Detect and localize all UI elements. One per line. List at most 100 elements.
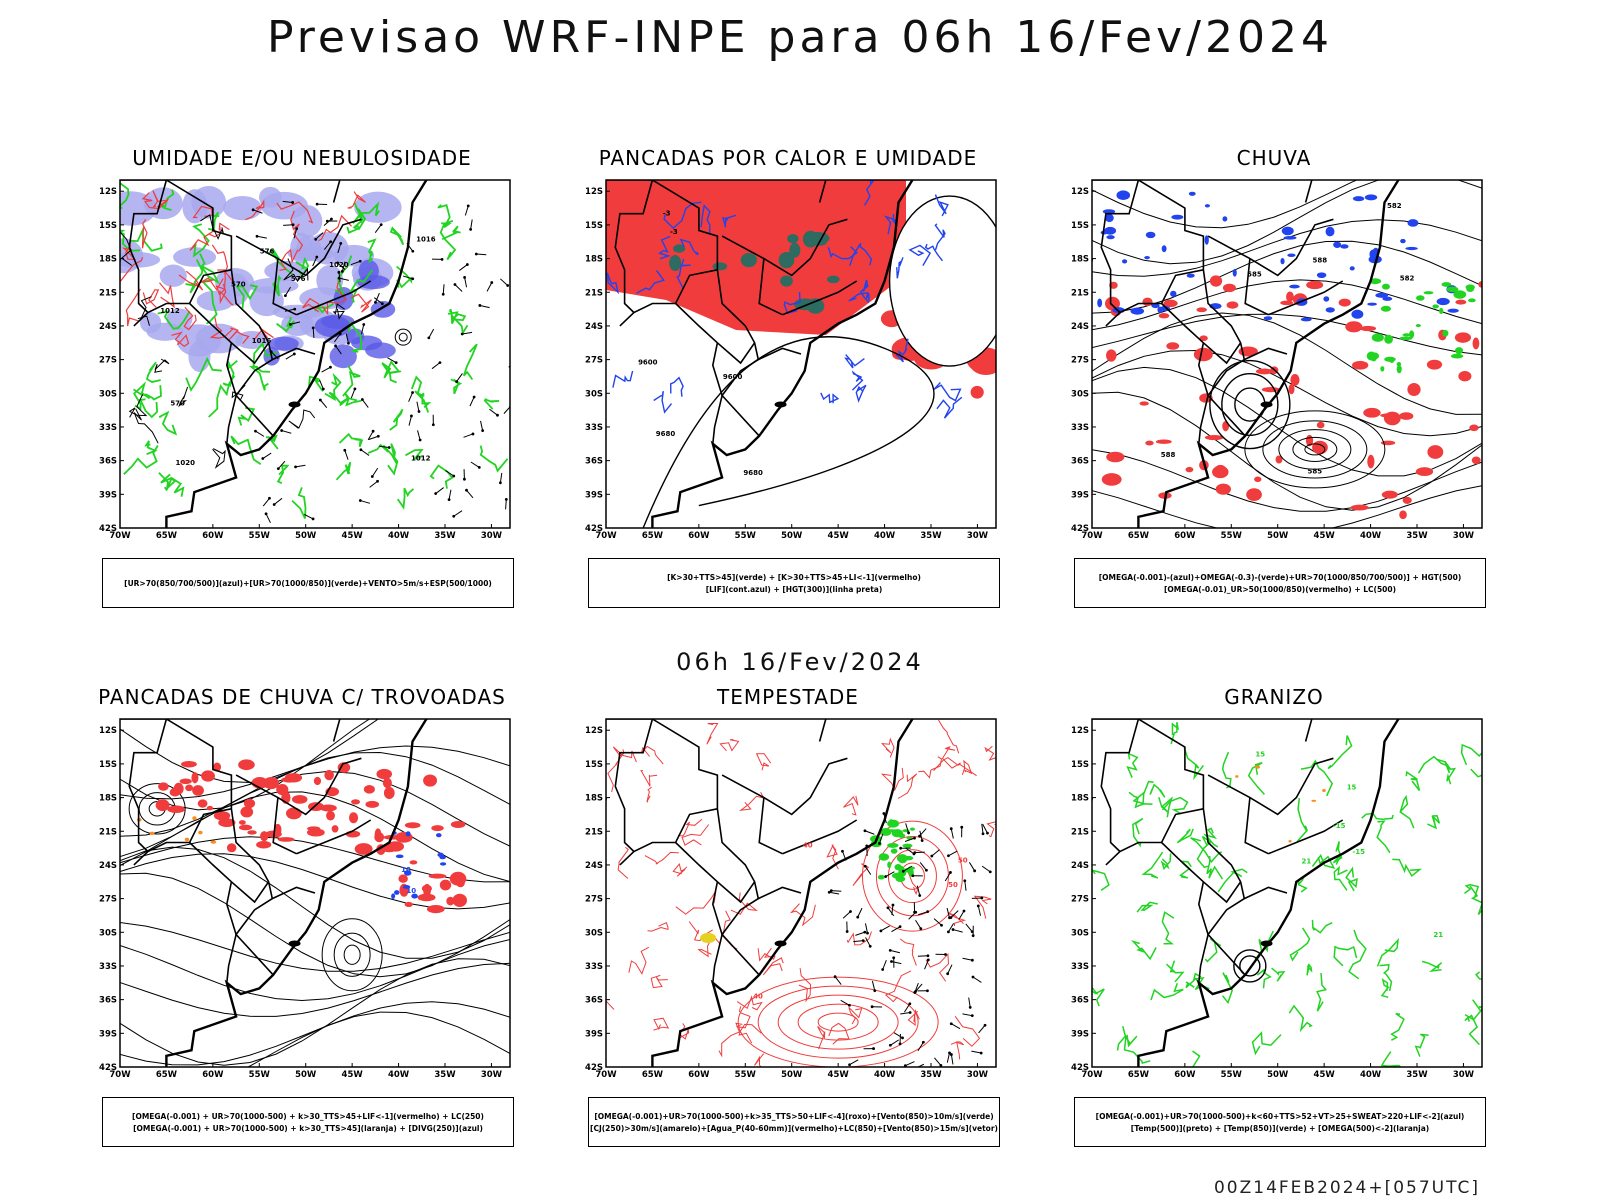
panel-title: UMIDADE E/OU NEBULOSIDADE xyxy=(132,146,472,170)
omega-blue-area xyxy=(1352,196,1365,202)
temp-850-contour xyxy=(1311,919,1333,934)
temp-850-contour xyxy=(1132,780,1154,805)
lat-tick-label: 33S xyxy=(1071,423,1089,433)
omega-blue-area xyxy=(1349,266,1355,271)
lat-tick-label: 27S xyxy=(99,356,117,366)
country-border xyxy=(1161,841,1242,904)
low-level-humidity-contour xyxy=(414,390,432,413)
country-border xyxy=(271,886,316,900)
k-index-orange-area xyxy=(192,816,197,821)
precipitable-water-contour xyxy=(846,931,872,946)
country-border xyxy=(1207,757,1334,816)
wind-850-vector xyxy=(919,830,923,841)
geopotential-low xyxy=(1262,420,1368,479)
wind-850-vector xyxy=(890,960,893,963)
rain-red-area xyxy=(1286,291,1294,302)
precipitable-water-contour xyxy=(678,1023,690,1040)
wind-850-vector xyxy=(972,976,982,983)
country-border xyxy=(721,757,848,816)
thunderstorm-area xyxy=(404,901,413,907)
wind-850-vector xyxy=(934,1057,942,1066)
wind-vector xyxy=(314,237,318,241)
omega-green-area xyxy=(1399,336,1413,341)
country-border xyxy=(1100,180,1140,314)
omega-blue-area xyxy=(1204,204,1210,208)
circulation-center xyxy=(333,932,371,977)
wind-850-green-area xyxy=(891,872,903,879)
rain-red-area xyxy=(1427,445,1444,459)
temp-850-contour xyxy=(1311,853,1336,869)
thunderstorm-area xyxy=(363,785,375,794)
thunderstorm-area xyxy=(158,782,169,791)
low-level-humidity-contour xyxy=(387,443,399,476)
lc-250-streamline xyxy=(120,939,510,1002)
omega-blue-area xyxy=(1316,272,1327,279)
wind-850-green-area xyxy=(877,874,885,880)
wind-vector xyxy=(387,446,391,449)
wind-vector xyxy=(463,276,466,279)
contour-label: 1012 xyxy=(160,307,180,315)
lon-tick-label: 55W xyxy=(735,1070,757,1080)
lat-tick-label: 36S xyxy=(99,457,117,467)
precipitable-water-contour xyxy=(640,770,658,787)
precipitable-water-contour xyxy=(719,739,740,752)
humidity-high-area xyxy=(159,264,187,287)
temp-850-contour xyxy=(1160,853,1172,871)
map-frame xyxy=(605,179,997,529)
contour-label: 588 xyxy=(1161,451,1176,459)
low-level-humidity-contour xyxy=(389,408,404,431)
coastline xyxy=(1137,180,1400,528)
country-border xyxy=(1243,347,1288,361)
thunderstorm-area xyxy=(240,806,254,818)
thunderstorm-area xyxy=(409,860,418,865)
wind-vector xyxy=(477,465,481,469)
lat-tick-label: 12S xyxy=(1071,726,1089,736)
contour-label: 10 xyxy=(406,887,416,895)
country-border xyxy=(1243,886,1288,900)
country-border xyxy=(271,347,316,361)
wind-850-vector xyxy=(947,923,955,933)
wind-850-vector xyxy=(829,891,840,895)
contour-label: -15 xyxy=(1352,848,1365,856)
lifted-index-contour xyxy=(606,272,620,295)
low-level-humidity-contour xyxy=(276,464,290,485)
k-index-orange-area xyxy=(198,830,203,835)
lat-tick-label: 27S xyxy=(1071,356,1089,366)
thickness-contour xyxy=(142,289,160,308)
low-level-humidity-contour xyxy=(338,432,364,448)
temp-850-contour xyxy=(1221,972,1234,1005)
contour-label: 9680 xyxy=(743,469,763,477)
rain-red-area xyxy=(1350,504,1369,511)
wind-vector xyxy=(370,475,374,478)
precipitable-water-contour xyxy=(984,745,996,761)
humidity-core-area xyxy=(329,344,357,369)
precipitable-water-contour xyxy=(880,767,904,792)
thickness-contour xyxy=(178,270,204,291)
temp-850-contour xyxy=(1414,1033,1429,1057)
temp-850-contour xyxy=(1289,927,1311,962)
country-border xyxy=(1304,719,1313,742)
wind-vector xyxy=(474,252,478,256)
wind-850-vector xyxy=(919,927,923,931)
low-level-humidity-contour xyxy=(265,434,279,450)
low-level-humidity-contour xyxy=(448,308,467,322)
panel-pancadas-calor: PANCADAS POR CALOR E UMIDADE 12S 15S 18S 21… xyxy=(558,146,1018,646)
wind-850-vector xyxy=(901,869,905,873)
lat-tick-label: 18S xyxy=(99,794,117,804)
omega-blue-area xyxy=(1281,226,1294,236)
rain-red-area xyxy=(1185,466,1194,473)
rain-red-area xyxy=(1383,411,1401,426)
wind-vector xyxy=(360,449,370,456)
wind-850-vector xyxy=(893,1032,903,1039)
lon-tick-label: 55W xyxy=(249,1070,271,1080)
wind-850-vector xyxy=(970,958,974,962)
legend-line: [OMEGA(-0.001)-(azul)+OMEGA(-0.3)-(verde… xyxy=(1098,572,1462,582)
main-title: Previsao WRF-INPE para 06h 16/Fev/2024 xyxy=(267,12,1333,63)
country-border xyxy=(272,797,297,855)
contour-label: 50 xyxy=(958,857,968,865)
lifted-index-contour xyxy=(936,396,963,419)
wind-850-vector xyxy=(907,831,910,835)
lat-tick-label: 18S xyxy=(585,255,603,265)
low-level-humidity-contour xyxy=(353,202,367,231)
lat-tick-label: 24S xyxy=(1071,322,1089,332)
